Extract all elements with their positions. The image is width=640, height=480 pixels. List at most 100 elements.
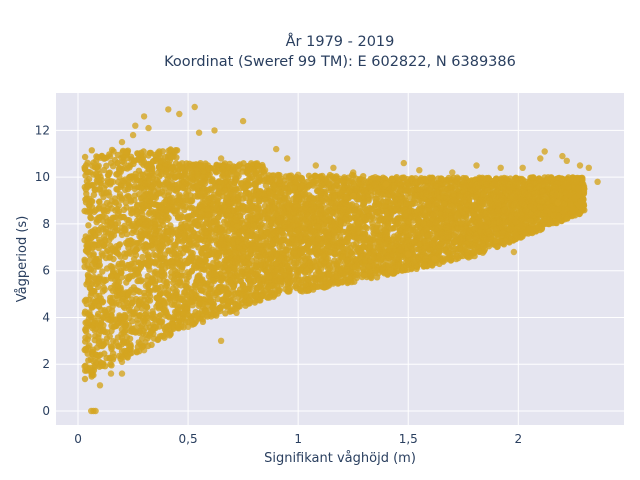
scatter-point (210, 217, 218, 225)
scatter-point (179, 172, 186, 179)
scatter-point (88, 203, 96, 211)
scatter-point (99, 279, 107, 286)
scatter-point (89, 368, 96, 375)
scatter-point (145, 210, 153, 217)
scatter-point (168, 251, 176, 258)
scatter-point (224, 302, 232, 310)
scatter-point (138, 185, 145, 192)
scatter-point (100, 326, 107, 334)
scatter-point (326, 259, 333, 266)
scatter-point (353, 225, 360, 232)
scatter-point (93, 153, 100, 160)
scatter-point (85, 357, 92, 364)
scatter-point (314, 243, 321, 250)
scatter-point (126, 273, 133, 280)
scatter-point (238, 273, 245, 280)
scatter-point (90, 267, 97, 274)
scatter-point (207, 276, 214, 284)
scatter-point (156, 227, 163, 235)
scatter-point (109, 224, 116, 231)
scatter-point (93, 351, 100, 359)
scatter-point (287, 173, 294, 180)
scatter-point (114, 178, 122, 186)
scatter-point (167, 222, 174, 229)
scatter-point (325, 232, 332, 239)
scatter-point (125, 239, 132, 246)
scatter-point (301, 204, 309, 211)
scatter-point (340, 206, 347, 213)
scatter-point (101, 236, 109, 243)
scatter-point (107, 242, 114, 250)
scatter-point (158, 254, 166, 262)
scatter-point (307, 274, 314, 281)
scatter-point (108, 159, 115, 167)
scatter-point (299, 221, 306, 229)
scatter-point (95, 334, 102, 341)
scatter-point (215, 249, 223, 256)
scatter-point (217, 304, 224, 312)
scatter-point (353, 185, 360, 192)
scatter-point (271, 184, 279, 192)
scatter-point (176, 192, 183, 199)
scatter-point (208, 194, 215, 201)
scatter-point (203, 229, 210, 236)
scatter-point (139, 253, 146, 261)
scatter-point (147, 192, 154, 199)
scatter-point (156, 333, 163, 340)
scatter-point (228, 236, 235, 244)
scatter-point (85, 222, 92, 229)
scatter-point (82, 334, 89, 341)
scatter-point (232, 184, 239, 191)
scatter-point (122, 327, 129, 334)
scatter-point (213, 205, 220, 213)
scatter-point (287, 285, 294, 292)
scatter-point (174, 303, 181, 310)
scatter-point (290, 208, 297, 216)
scatter-point (250, 262, 258, 269)
scatter-point (137, 261, 144, 268)
scatter-point (252, 292, 259, 299)
scatter-point (301, 281, 309, 288)
scatter-point (161, 199, 168, 206)
scatter-point (178, 272, 185, 279)
scatter-point (116, 241, 124, 248)
scatter-point (183, 222, 190, 230)
scatter-point (240, 281, 247, 289)
scatter-point (351, 207, 359, 214)
scatter-point (196, 279, 204, 286)
scatter-point (310, 213, 318, 221)
scatter-point (129, 209, 136, 216)
scatter-point (142, 180, 149, 187)
scatter-point (93, 219, 100, 226)
scatter-point (153, 285, 160, 293)
scatter-point (158, 171, 165, 178)
scatter-point (91, 362, 98, 369)
scatter-point (240, 208, 247, 216)
scatter-point (186, 270, 193, 278)
scatter-point (119, 320, 126, 328)
scatter-point (205, 211, 212, 218)
scatter-point (278, 228, 286, 235)
scatter-point (235, 195, 242, 202)
scatter-point (147, 329, 154, 337)
scatter-point (221, 187, 228, 194)
scatter-point (95, 310, 102, 318)
scatter-point (81, 263, 88, 270)
scatter-point (337, 234, 344, 241)
scatter-point (99, 252, 106, 259)
scatter-point (239, 168, 246, 175)
scatter-point (127, 264, 134, 271)
scatter-point (161, 272, 168, 279)
scatter-point (213, 286, 220, 293)
scatter-point (138, 305, 146, 312)
scatter-point (331, 203, 338, 211)
scatter-point (129, 299, 136, 307)
scatter-point (266, 189, 274, 196)
scatter-point (272, 235, 280, 243)
scatter-point (342, 216, 349, 223)
scatter-point (118, 196, 125, 203)
scatter-point (165, 228, 172, 236)
scatter-point (247, 276, 255, 283)
scatter-point (163, 235, 170, 243)
